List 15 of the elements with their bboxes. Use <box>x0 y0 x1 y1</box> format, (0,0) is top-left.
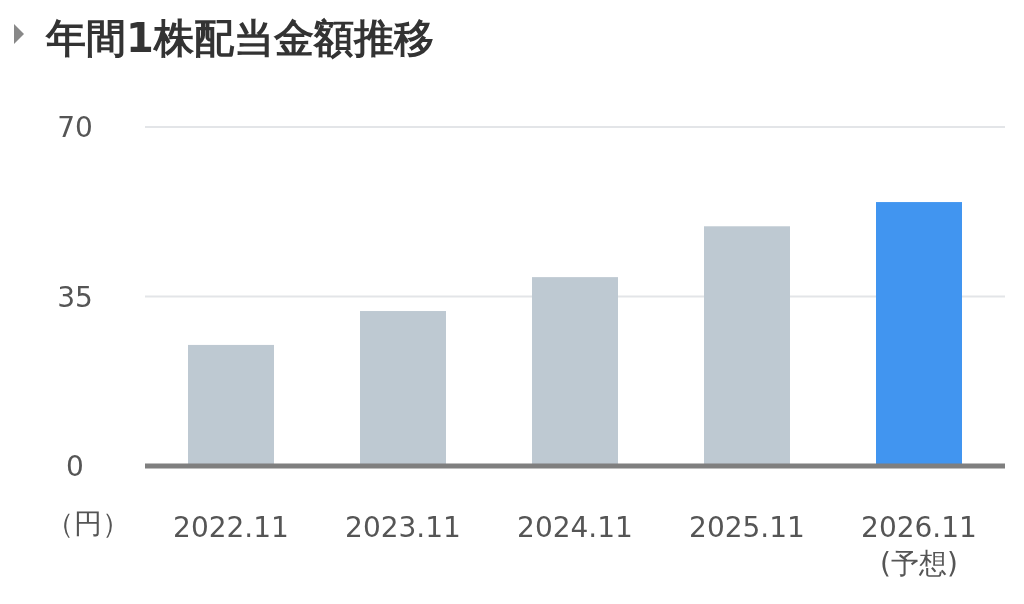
bar <box>360 311 446 466</box>
bar <box>704 226 790 466</box>
bar <box>532 277 618 466</box>
y-axis-title: （円） <box>46 507 130 540</box>
bar <box>188 344 274 466</box>
x-tick-label: 2025.11 <box>689 511 805 544</box>
bar <box>876 202 962 466</box>
x-tick-label: 2026.11 (予想) <box>861 511 977 580</box>
y-tick-label: 70 <box>57 111 93 144</box>
chart-title: 年間1株配当金額推移 <box>45 15 434 61</box>
x-tick-label: 2024.11 <box>517 511 633 544</box>
y-tick-label: 35 <box>57 280 93 314</box>
x-tick-label: 2023.11 <box>345 511 461 544</box>
y-tick-label: 0 <box>66 450 84 483</box>
x-tick-label: 2022.11 <box>173 511 289 544</box>
